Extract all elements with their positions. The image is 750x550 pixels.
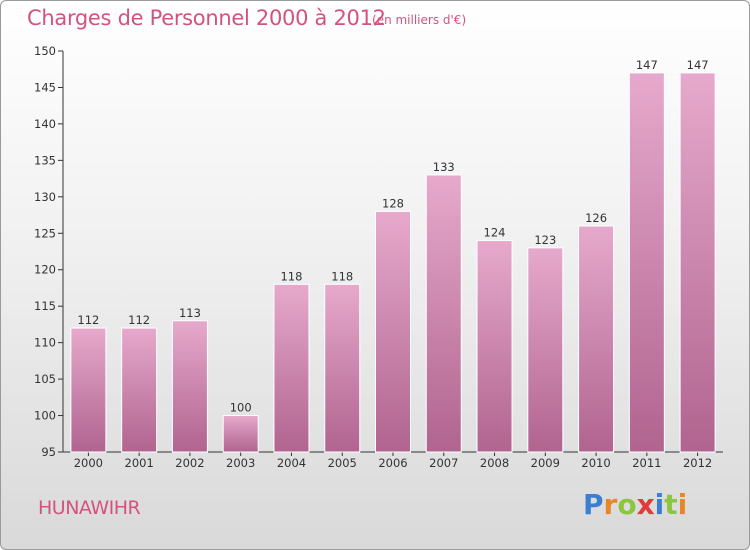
x-tick-label: 2001 [125, 456, 154, 470]
y-tick-label: 100 [34, 409, 56, 423]
x-tick-label: 2006 [378, 456, 407, 470]
data-label-2005: 118 [331, 269, 353, 283]
logo-letter: i [677, 488, 688, 521]
x-tick-label: 2003 [226, 456, 255, 470]
logo-letter: r [603, 488, 618, 521]
data-label-2007: 133 [433, 160, 455, 174]
bar-2007 [425, 174, 462, 453]
chart-bars [70, 72, 716, 453]
bar-2003 [222, 415, 259, 453]
data-label-2010: 126 [585, 211, 607, 225]
chart-axes: 95 100 105 110 115 120 125 130 135 140 145 150 2000 2… [34, 44, 723, 470]
bar-2005 [324, 283, 361, 453]
data-label-2009: 123 [534, 233, 556, 247]
bar-2010 [578, 225, 615, 453]
y-tick-label: 105 [34, 372, 56, 386]
data-label-2001: 112 [128, 313, 150, 327]
logo-letter: i [654, 488, 665, 521]
y-tick-label: 125 [34, 226, 56, 240]
bar-2000 [70, 327, 107, 453]
y-tick-label: 130 [34, 190, 56, 204]
y-tick-label: 115 [34, 299, 56, 313]
x-tick-label: 2000 [74, 456, 103, 470]
bar-2001 [121, 327, 158, 453]
bar-2008 [476, 240, 513, 453]
x-tick-label: 2010 [581, 456, 610, 470]
bar-2011 [628, 72, 665, 453]
data-label-2002: 113 [179, 306, 201, 320]
proxiti-logo[interactable]: Proxiti [583, 488, 687, 521]
x-tick-label: 2011 [632, 456, 661, 470]
x-tick-label: 2004 [277, 456, 306, 470]
y-tick-label: 135 [34, 153, 56, 167]
bar-2006 [375, 210, 411, 453]
chart-data-labels: 112 112 113 100 118 118 128 133 124 123 126 147 147 [77, 58, 708, 415]
chart-subtitle: (en milliers d'€) [372, 13, 467, 27]
y-tick-label: 110 [34, 336, 56, 350]
x-tick-label: 2007 [429, 456, 458, 470]
x-tick-label: 2005 [328, 456, 357, 470]
data-label-2003: 100 [230, 401, 252, 415]
bar-2012 [679, 72, 716, 453]
logo-letter: P [583, 488, 604, 521]
commune-name: HUNAWIHR [38, 497, 141, 519]
bar-2002 [171, 320, 208, 453]
data-label-2000: 112 [77, 313, 99, 327]
x-tick-label: 2012 [683, 456, 712, 470]
data-label-2012: 147 [687, 58, 709, 72]
y-tick-label: 145 [34, 80, 56, 94]
data-label-2004: 118 [280, 269, 302, 283]
logo-letter: t [664, 488, 678, 521]
data-label-2008: 124 [484, 226, 506, 240]
y-tick-label: 120 [34, 263, 56, 277]
logo-letter: o [617, 488, 637, 521]
x-tick-label: 2009 [531, 456, 560, 470]
bar-2004 [273, 283, 310, 453]
data-label-2006: 128 [382, 196, 404, 210]
x-tick-label: 2002 [175, 456, 204, 470]
logo-letter: x [636, 488, 655, 521]
y-tick-label: 150 [34, 44, 56, 58]
y-tick-label: 140 [34, 117, 56, 131]
bar-2009 [527, 247, 564, 453]
chart-title: Charges de Personnel 2000 à 2012 [27, 6, 386, 30]
data-label-2011: 147 [636, 58, 658, 72]
y-tick-label: 95 [41, 445, 56, 459]
x-tick-label: 2008 [480, 456, 509, 470]
